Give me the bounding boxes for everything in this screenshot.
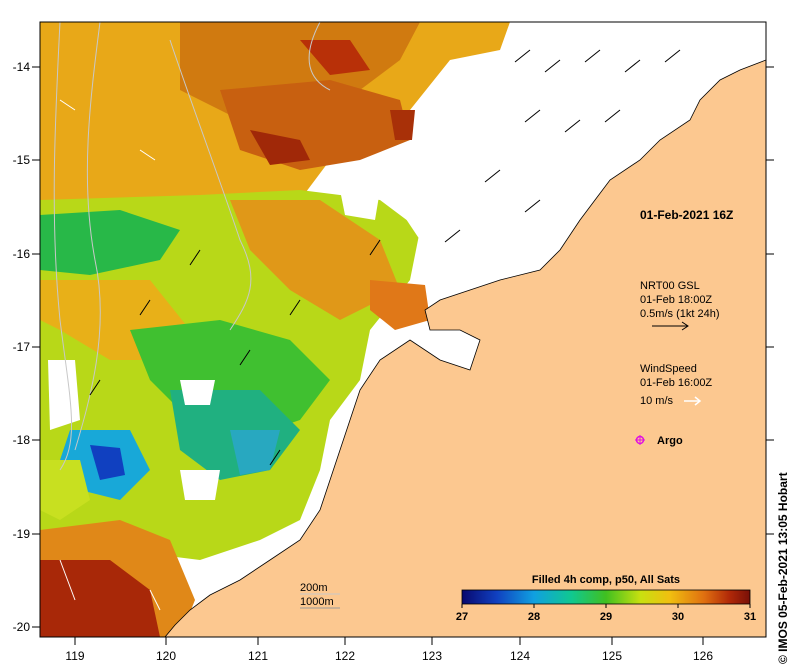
map-frame — [39, 21, 767, 638]
colorbar-tick-label: 31 — [744, 611, 756, 623]
colorbar-gradient — [461, 589, 751, 605]
isobath-200m-label: 200m — [300, 582, 328, 594]
lat-tick-label: -20 — [13, 620, 31, 634]
lon-tick-label: 123 — [422, 649, 442, 663]
sst-field — [40, 22, 510, 637]
isobath-legend: 200m 1000m — [300, 582, 340, 609]
current-scale-arrow — [652, 321, 689, 331]
map-timestamp: 01-Feb-2021 16Z — [640, 208, 733, 222]
colorbar-title: Filled 4h comp, p50, All Sats — [532, 574, 680, 586]
current-vectors — [89, 49, 681, 466]
currents-legend-line2: 01-Feb 18:00Z — [640, 294, 712, 306]
lat-tick-label: -16 — [13, 247, 31, 261]
wind-scale-arrow — [684, 396, 702, 406]
map-plot-area — [40, 22, 766, 637]
imos-credit: © IMOS 05-Feb-2021 13:05 Hobart — [776, 472, 790, 664]
lon-tick-label: 120 — [156, 649, 176, 663]
colorbar-tick-label: 29 — [600, 611, 612, 623]
axis-tick-marks — [32, 66, 774, 645]
lat-tick-label: -15 — [13, 153, 31, 167]
lon-tick-label: 121 — [248, 649, 268, 663]
currents-legend-line1: NRT00 GSL — [640, 280, 700, 292]
wind-vectors — [59, 99, 161, 611]
argo-legend: Argo — [635, 435, 683, 447]
currents-legend-line3: 0.5m/s (1kt 24h) — [640, 308, 719, 320]
lat-tick-label: -18 — [13, 433, 31, 447]
isobath-contours — [53, 22, 331, 471]
lon-tick-label: 126 — [693, 649, 713, 663]
colorbar-tick-label: 28 — [528, 611, 540, 623]
argo-marker-icon — [635, 435, 645, 445]
lon-tick-label: 125 — [602, 649, 622, 663]
colorbar-tick-label: 27 — [456, 611, 468, 623]
argo-label: Argo — [657, 435, 683, 447]
wind-legend-line2: 01-Feb 16:00Z — [640, 377, 712, 389]
wind-legend: WindSpeed 01-Feb 16:00Z 10 m/s — [640, 363, 712, 407]
lat-tick-label: -19 — [13, 527, 31, 541]
longitude-tick-labels: 119 120 121 122 123 124 125 126 — [65, 649, 713, 663]
lon-tick-label: 124 — [510, 649, 530, 663]
isobath-1000m-label: 1000m — [300, 596, 334, 608]
wind-legend-line1: WindSpeed — [640, 363, 697, 375]
latitude-tick-labels: -14 -15 -16 -17 -18 -19 -20 — [13, 60, 31, 634]
colorbar: Filled 4h comp, p50, All Sats 27 28 29 3… — [456, 574, 756, 623]
lat-tick-label: -14 — [13, 60, 31, 74]
currents-legend: NRT00 GSL 01-Feb 18:00Z 0.5m/s (1kt 24h) — [640, 280, 719, 331]
wind-legend-line3: 10 m/s — [640, 395, 674, 407]
colorbar-tick-label: 30 — [672, 611, 684, 623]
lon-tick-label: 119 — [65, 649, 84, 663]
land-mass — [164, 59, 766, 637]
lat-tick-label: -17 — [13, 340, 31, 354]
lon-tick-label: 122 — [335, 649, 355, 663]
